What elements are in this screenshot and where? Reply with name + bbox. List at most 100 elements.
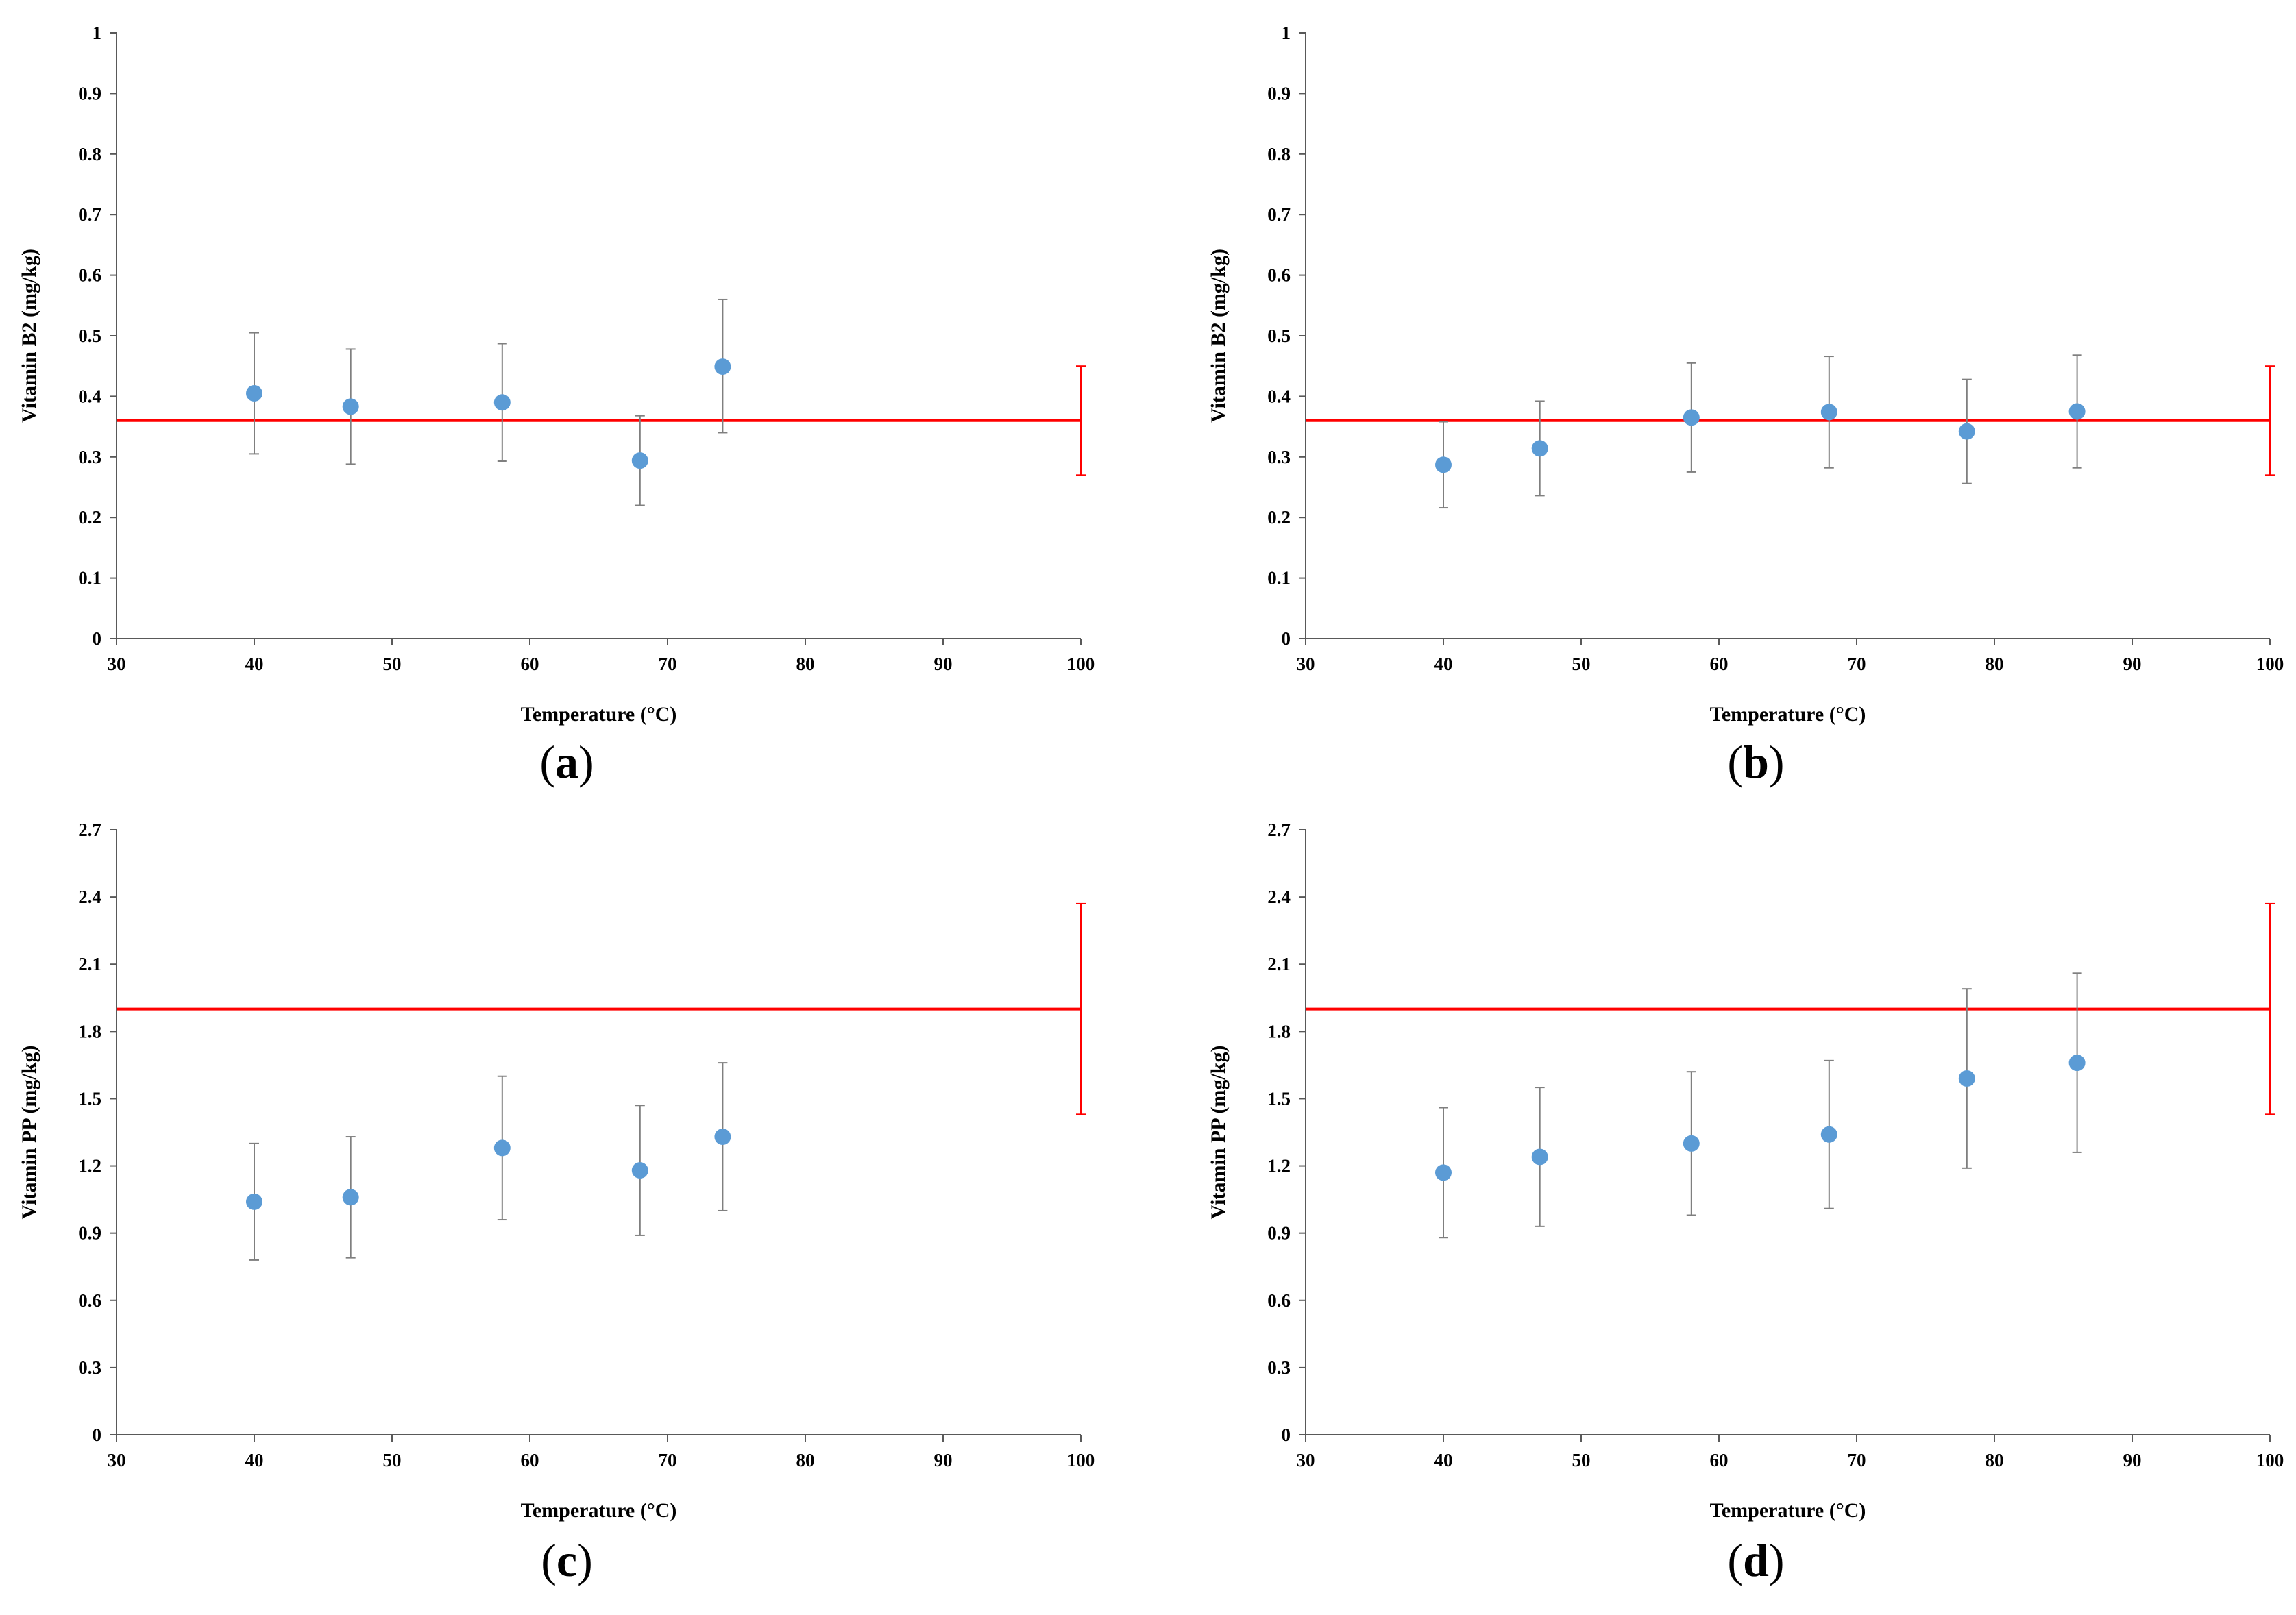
data-point <box>1958 1070 1975 1087</box>
y-tick-label: 2.1 <box>1267 954 1291 974</box>
panel-label-letter: c <box>557 1534 577 1586</box>
x-tick-label: 90 <box>934 1450 953 1470</box>
panel-a: 0 0.1 0.2 0.3 0.4 0.5 0.6 0.7 0.8 0.9 1 30 40 50 60 70 8… <box>18 23 1095 788</box>
x-tick-label: 100 <box>2256 1450 2284 1470</box>
data-point <box>631 1162 648 1179</box>
y-tick-label: 0.6 <box>78 265 101 286</box>
y-tick-label: 1.8 <box>1267 1021 1291 1041</box>
y-tick-label: 2.1 <box>78 954 101 974</box>
data-point <box>1435 456 1452 473</box>
y-tick-label: 1.2 <box>78 1156 101 1176</box>
y-tick-label: 0.4 <box>1267 386 1291 406</box>
x-tick-label: 50 <box>383 654 402 674</box>
y-tick-label: 0.3 <box>1267 447 1291 467</box>
x-tick-label: 70 <box>659 1450 677 1470</box>
y-tick-label: 0.2 <box>78 507 101 528</box>
x-tick-label: 40 <box>1434 654 1453 674</box>
data-point <box>342 398 359 415</box>
y-tick-label: 1.5 <box>1267 1088 1291 1109</box>
x-tick-label: 50 <box>383 1450 402 1470</box>
y-tick-label: 0.8 <box>78 144 101 164</box>
y-tick-label: 0.1 <box>1267 568 1291 589</box>
data-point <box>714 358 731 375</box>
data-point <box>1531 1148 1548 1166</box>
panel-label: (a) <box>539 736 594 788</box>
y-tick-label: 0.3 <box>1267 1357 1291 1378</box>
x-tick-label: 40 <box>1434 1450 1453 1470</box>
panel-label-open-paren: ( <box>539 736 555 788</box>
x-tick-label: 30 <box>1297 654 1315 674</box>
y-tick-label: 0.5 <box>1267 325 1291 346</box>
x-tick-label: 90 <box>934 654 953 674</box>
y-tick-label: 0.6 <box>1267 265 1291 286</box>
data-point <box>2068 1055 2086 1072</box>
x-tick-label: 70 <box>659 654 677 674</box>
data-point <box>2068 403 2086 420</box>
y-tick-label: 0 <box>1282 628 1291 649</box>
y-tick-label: 0.1 <box>78 568 101 589</box>
y-tick-label: 2.4 <box>78 887 101 907</box>
data-point <box>1683 1135 1700 1152</box>
y-axis-title: Vitamin PP (mg/kg) <box>18 1046 40 1220</box>
panel-label-letter: d <box>1743 1534 1769 1586</box>
y-tick-label: 0.2 <box>1267 507 1291 528</box>
data-point <box>714 1129 731 1146</box>
x-tick-label: 30 <box>108 1450 126 1470</box>
data-point <box>1683 409 1700 426</box>
y-tick-label: 0.9 <box>1267 1223 1291 1244</box>
data-point <box>246 1193 262 1210</box>
y-tick-label: 1 <box>1282 23 1291 43</box>
x-tick-label: 30 <box>108 654 126 674</box>
y-tick-label: 1 <box>93 23 102 43</box>
x-tick-label: 80 <box>796 1450 815 1470</box>
data-point <box>246 384 262 402</box>
y-tick-label: 0.7 <box>78 204 101 225</box>
panel-label-letter: a <box>555 736 578 788</box>
panel-label-close-paren: ) <box>578 736 594 788</box>
y-tick-label: 0 <box>93 1425 102 1445</box>
y-axis-title: Vitamin PP (mg/kg) <box>1207 1046 1230 1220</box>
x-tick-label: 70 <box>1848 1450 1866 1470</box>
x-tick-label: 80 <box>796 654 815 674</box>
panel-label: (c) <box>541 1534 593 1586</box>
y-tick-label: 2.7 <box>78 819 101 840</box>
x-axis-title: Temperature (°C) <box>521 1499 677 1522</box>
panel-label: (b) <box>1727 736 1784 788</box>
panel-label-open-paren: ( <box>1727 736 1743 788</box>
data-point <box>342 1189 359 1206</box>
x-tick-label: 30 <box>1297 1450 1315 1470</box>
data-point <box>1820 404 1837 421</box>
data-point <box>1435 1164 1452 1181</box>
x-tick-label: 100 <box>2256 654 2284 674</box>
data-point <box>631 452 648 469</box>
y-tick-label: 0.5 <box>78 325 101 346</box>
panel-label-open-paren: ( <box>541 1534 557 1586</box>
x-tick-label: 90 <box>2123 1450 2142 1470</box>
y-tick-label: 0.3 <box>78 447 101 467</box>
data-point <box>1958 423 1975 440</box>
x-axis-title: Temperature (°C) <box>1710 1499 1866 1522</box>
y-tick-label: 0.9 <box>78 83 101 103</box>
data-point <box>493 394 511 411</box>
x-tick-label: 60 <box>1710 654 1729 674</box>
x-tick-label: 70 <box>1848 654 1866 674</box>
y-tick-label: 1.8 <box>78 1021 101 1041</box>
y-tick-label: 1.5 <box>78 1088 101 1109</box>
x-tick-label: 40 <box>245 654 264 674</box>
x-axis-title: Temperature (°C) <box>1710 703 1866 726</box>
x-tick-label: 60 <box>521 654 539 674</box>
panel-label: (d) <box>1727 1534 1784 1586</box>
x-tick-label: 100 <box>1067 1450 1095 1470</box>
panel-label-open-paren: ( <box>1727 1534 1743 1586</box>
y-tick-label: 0.8 <box>1267 144 1291 164</box>
y-axis-title: Vitamin B2 (mg/kg) <box>18 249 40 423</box>
x-tick-label: 60 <box>521 1450 539 1470</box>
panel-label-close-paren: ) <box>1769 736 1785 788</box>
panel-d: 0 0.3 0.6 0.9 1.2 1.5 1.8 2.1 2.4 2.7 30 40 50 60 70 80… <box>1207 819 2284 1586</box>
x-tick-label: 80 <box>1986 1450 2004 1470</box>
panel-label-close-paren: ) <box>1769 1534 1785 1586</box>
x-tick-label: 40 <box>245 1450 264 1470</box>
y-tick-label: 0 <box>1282 1425 1291 1445</box>
panel-c: 0 0.3 0.6 0.9 1.2 1.5 1.8 2.1 2.4 2.7 30 40 50 60 70 80… <box>18 819 1095 1586</box>
